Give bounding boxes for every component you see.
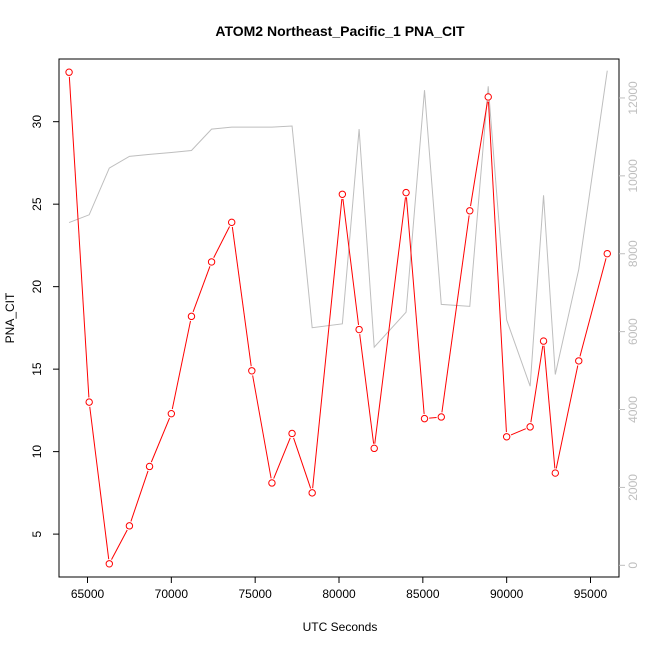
- y-right-tick-label: 4000: [626, 396, 640, 423]
- series-primary-segment: [441, 215, 470, 413]
- series-primary-segment: [171, 320, 191, 410]
- y-tick-label: 10: [30, 445, 44, 459]
- y-axis-left: 5 10 15 20 25 30: [30, 115, 59, 537]
- x-tick-label: 85000: [406, 587, 440, 601]
- series-primary-segment: [68, 76, 90, 398]
- series-primary-point: [338, 190, 347, 198]
- chart-title: ATOM2 Northeast_Pacific_1 PNA_CIT: [215, 23, 465, 39]
- y-axis-label: PNA_CIT: [3, 292, 17, 343]
- y-axis-right: 0 2000 4000 6000 8000 10000 12000: [619, 81, 640, 569]
- series-primary-segment: [231, 226, 252, 367]
- y-right-tick-label: 10000: [626, 159, 640, 193]
- series-primary-point: [370, 444, 378, 453]
- series-primary-point: [85, 398, 93, 406]
- series-primary-point: [227, 218, 236, 227]
- y-tick-label: 20: [30, 280, 44, 294]
- series-primary-point: [65, 68, 73, 76]
- series-primary-segment: [150, 417, 171, 463]
- series-primary-segment: [252, 375, 272, 479]
- y-right-tick-label: 12000: [626, 81, 640, 115]
- series-primary-segment: [530, 345, 544, 423]
- series-primary-segment: [89, 406, 110, 560]
- x-tick-label: 90000: [490, 587, 524, 601]
- x-tick-label: 70000: [155, 587, 189, 601]
- series-primary-point: [402, 188, 410, 197]
- series-primary-segment: [510, 428, 527, 436]
- y-tick-label: 25: [30, 197, 44, 211]
- y-right-tick-label: 6000: [626, 318, 640, 345]
- x-tick-label: 95000: [574, 587, 608, 601]
- x-tick-label: 80000: [322, 587, 356, 601]
- series-primary-point: [420, 414, 429, 423]
- series-primary-segment: [429, 416, 437, 419]
- series-primary-point: [575, 357, 583, 365]
- series-primary-point: [484, 93, 492, 101]
- series-primary-point: [125, 522, 134, 530]
- series-primary-point: [539, 337, 548, 345]
- series-primary-point: [603, 249, 611, 258]
- series-primary-point: [105, 560, 113, 568]
- series-primary-segment: [487, 101, 507, 433]
- series-primary-segment: [342, 198, 360, 325]
- series-primary-point: [551, 469, 559, 477]
- series-primary-segment: [470, 101, 488, 207]
- series-primary-segment: [555, 365, 579, 469]
- series-primary-segment: [273, 437, 291, 479]
- x-tick-label: 75000: [238, 587, 272, 601]
- x-tick-label: 65000: [71, 587, 105, 601]
- y-tick-label: 5: [30, 530, 44, 537]
- series-primary-segment: [579, 258, 607, 357]
- series-primary-point: [145, 462, 154, 471]
- series-secondary-line: [68, 70, 608, 387]
- series-primary-segment: [130, 470, 149, 522]
- series-primary-segment: [192, 266, 211, 313]
- series-primary-point: [288, 429, 296, 438]
- y-right-tick-label: 0: [626, 562, 640, 569]
- series-primary-segment: [359, 334, 375, 444]
- y-right-tick-label: 2000: [626, 474, 640, 501]
- series-primary-segment: [405, 197, 425, 414]
- series-primary-point: [437, 413, 445, 421]
- series-primary-point: [187, 312, 196, 321]
- series-primary-point: [466, 207, 474, 215]
- y-tick-label: 30: [30, 115, 44, 129]
- series-primary-point: [502, 433, 511, 441]
- series-primary-segment: [213, 226, 231, 258]
- series-primary-point: [167, 409, 176, 418]
- series-primary-point: [248, 367, 256, 375]
- series-layer: [65, 68, 611, 568]
- series-primary-point: [526, 423, 534, 431]
- series-primary-segment: [293, 437, 312, 489]
- series-primary-segment: [312, 198, 343, 489]
- series-primary-point: [355, 325, 363, 334]
- series-primary-point: [268, 479, 276, 487]
- series-primary-segment: [543, 345, 556, 469]
- y-tick-label: 15: [30, 362, 44, 376]
- series-primary-segment: [374, 197, 406, 444]
- x-axis-label: UTC Seconds: [303, 620, 378, 634]
- series-primary-point: [308, 489, 316, 497]
- y-right-tick-label: 8000: [626, 240, 640, 267]
- series-primary-segment: [111, 529, 128, 560]
- series-primary-point: [207, 258, 216, 266]
- x-axis: 65000 70000 75000 80000 85000 90000 95000: [71, 577, 608, 601]
